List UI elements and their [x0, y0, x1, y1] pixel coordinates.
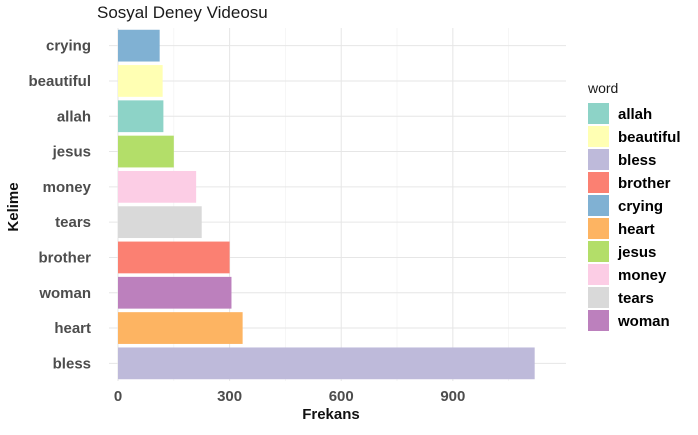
bar-beautiful: [118, 65, 163, 97]
y-tick-label: jesus: [52, 144, 91, 161]
legend-label-bless: bless: [618, 152, 656, 169]
y-tick-label: money: [43, 179, 92, 196]
legend-key-woman: [588, 310, 609, 331]
x-tick-label: 600: [329, 388, 354, 405]
legend-label-money: money: [618, 267, 667, 284]
bar-jesus: [118, 135, 174, 168]
y-tick-label: heart: [54, 320, 91, 337]
legend-label-jesus: jesus: [617, 244, 656, 261]
bar-allah: [118, 100, 164, 133]
x-tick-label: 900: [440, 388, 465, 405]
y-tick-label: crying: [46, 38, 91, 55]
y-tick-label: woman: [38, 285, 91, 302]
bar-tears: [118, 206, 202, 239]
legend: word allah beautiful bless brother crying hea…: [587, 80, 681, 331]
y-tick-label: bless: [53, 355, 91, 372]
y-axis-title: Kelime: [5, 182, 22, 231]
x-tick-label: 0: [114, 388, 122, 405]
legend-title: word: [587, 80, 618, 96]
y-tick-label: tears: [55, 214, 91, 231]
legend-key-crying: [588, 195, 609, 216]
legend-key-bless: [588, 149, 609, 170]
bar-heart: [118, 312, 243, 344]
x-axis-title: Frekans: [302, 406, 360, 423]
legend-label-heart: heart: [618, 221, 655, 238]
y-tick-label: allah: [57, 108, 91, 125]
legend-key-allah: [588, 103, 609, 124]
bar-woman: [118, 276, 232, 309]
bar-crying: [118, 29, 160, 62]
legend-key-tears: [588, 287, 609, 308]
legend-key-jesus: [588, 241, 609, 262]
bar-brother: [118, 241, 230, 274]
bar-money: [118, 170, 197, 203]
legend-label-crying: crying: [618, 198, 663, 215]
bar-bless: [118, 347, 535, 380]
y-tick-label: brother: [39, 249, 92, 266]
legend-key-heart: [588, 218, 609, 239]
x-tick-labels: 0 300 600 900: [114, 388, 466, 405]
legend-key-brother: [588, 172, 609, 193]
legend-label-beautiful: beautiful: [618, 129, 681, 146]
legend-label-brother: brother: [618, 175, 671, 192]
legend-label-tears: tears: [618, 290, 654, 307]
bars: [118, 29, 535, 380]
chart-title: Sosyal Deney Videosu: [97, 3, 268, 22]
y-tick-label: beautiful: [29, 73, 92, 90]
x-tick-label: 300: [217, 388, 242, 405]
y-tick-labels: bless heart woman brother tears money jesus all…: [29, 38, 92, 373]
legend-key-money: [588, 264, 609, 285]
legend-label-allah: allah: [618, 106, 652, 123]
legend-key-beautiful: [588, 126, 609, 147]
legend-label-woman: woman: [617, 313, 670, 330]
